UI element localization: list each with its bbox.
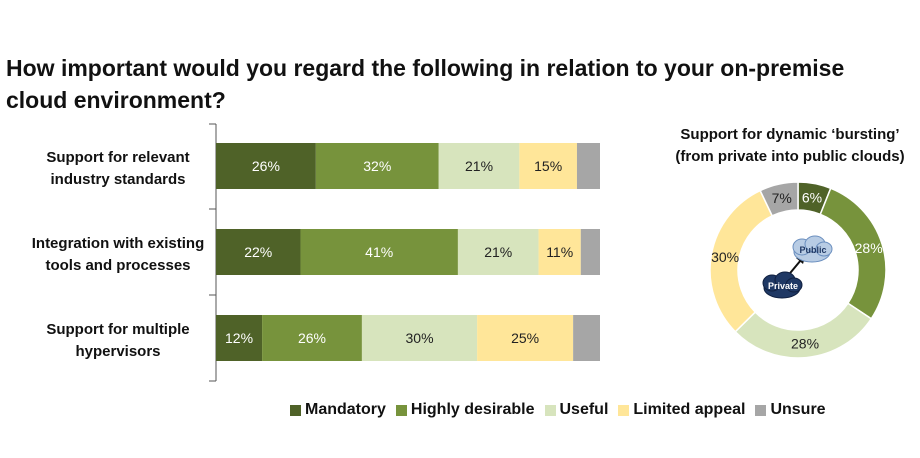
data-label: 41% (365, 244, 393, 260)
bar-segment (438, 143, 520, 189)
data-label: 25% (511, 330, 539, 346)
chart-title-line-1: How important would you regard the follo… (6, 55, 845, 81)
cloud-shape (815, 241, 833, 257)
donut-title-line-2: (from private into public clouds) (675, 148, 905, 165)
donut-slice (759, 181, 799, 217)
legend-swatch (618, 404, 630, 416)
data-label: 21% (484, 244, 512, 260)
legend: Mandatory Highly desirable Useful Limited a… (290, 398, 826, 422)
legend-label: Highly desirable (410, 401, 535, 418)
legend-item: Highly desirable (395, 401, 535, 419)
bar-segment (576, 143, 600, 189)
legend-swatch (290, 404, 301, 416)
cloud-icon-group: Public Private (762, 235, 833, 299)
private-cloud-icon: Private (762, 271, 803, 299)
data-label: 15% (534, 158, 562, 174)
data-label: 21% (465, 158, 493, 174)
bar-segment (300, 229, 458, 275)
bar-segment (538, 229, 581, 275)
legend-item: Unsure (755, 401, 826, 419)
cloud-shape (785, 277, 803, 293)
legend-swatch (755, 404, 767, 416)
data-label: 11% (546, 244, 573, 260)
bar-segment (580, 229, 600, 275)
data-label: 32% (363, 158, 391, 174)
category-label: Support for relevant industry standards (46, 149, 189, 188)
bar-segment (216, 315, 263, 361)
bar-segment (457, 229, 539, 275)
donut-label: 28% (791, 336, 819, 352)
legend-label: Limited appeal (633, 401, 746, 418)
bar-segment (315, 143, 439, 189)
donut-label: 30% (711, 249, 739, 265)
public-cloud-icon: Public (792, 235, 833, 263)
bar-segment (216, 229, 301, 275)
donut-label: 28% (855, 240, 883, 256)
data-label: 26% (252, 158, 280, 174)
legend-swatch (544, 404, 556, 416)
donut-title-line-1: Support for dynamic ‘bursting’ (680, 126, 900, 143)
cloud-label: Public (799, 245, 826, 255)
category-label: Integration with existing tools and proce… (32, 235, 205, 274)
bar-segment (573, 315, 600, 361)
data-label: 12% (225, 330, 253, 346)
bar-segment (519, 143, 577, 189)
legend-item: Limited appeal (618, 401, 745, 419)
chart-title: How important would you regard the follo… (6, 52, 906, 116)
bar-segment (262, 315, 362, 361)
legend-swatch (395, 404, 407, 416)
legend-label: Useful (559, 401, 609, 418)
legend-label: Unsure (770, 401, 826, 418)
legend-label: Mandatory (305, 401, 386, 418)
category-label: Support for multiple hypervisors (46, 321, 189, 360)
cloud-label: Private (768, 281, 798, 291)
bar-segment (477, 315, 574, 361)
data-label: 30% (406, 330, 434, 346)
data-label: 26% (298, 330, 326, 346)
legend-item: Useful (544, 401, 609, 419)
donut-label: 7% (772, 190, 792, 206)
donut-title: Support for dynamic ‘bursting’ (from pri… (660, 124, 920, 168)
donut-label: 6% (802, 189, 822, 205)
bar-segment (216, 143, 316, 189)
chart-title-line-2: cloud environment? (6, 87, 226, 113)
data-label: 22% (244, 244, 272, 260)
legend-item: Mandatory (290, 401, 386, 419)
bar-segment (361, 315, 478, 361)
